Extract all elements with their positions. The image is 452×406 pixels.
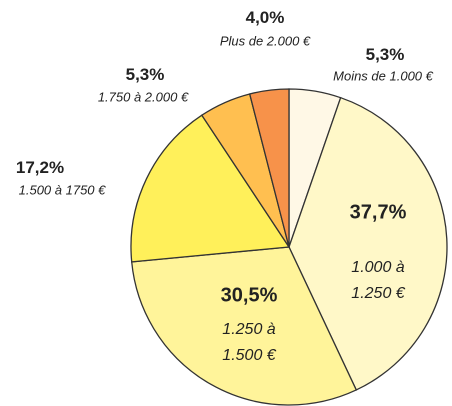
category-label: 1.000 à 1.250 € <box>351 259 405 302</box>
pie-slice <box>288 96 448 391</box>
category-label: Plus de 2.000 € <box>219 33 311 49</box>
category-label: 1.750 à 2.000 € <box>97 89 189 105</box>
category-label: 1.500 à 1750 € <box>18 182 106 198</box>
percent-label: 17,2% <box>15 158 65 177</box>
pie-slice <box>130 114 291 263</box>
category-label: Moins de 1.000 € <box>333 68 433 84</box>
pie-slice <box>248 88 290 248</box>
percent-label: 5,3% <box>365 45 405 64</box>
category-label: 1.250 à 1.500 € <box>222 321 276 364</box>
pie-slice <box>130 246 358 406</box>
percent-label: 37,7% <box>349 201 407 224</box>
percent-label: 30,5% <box>220 284 278 307</box>
percent-label: 4,0% <box>245 8 285 27</box>
percent-label: 5,3% <box>125 65 165 84</box>
